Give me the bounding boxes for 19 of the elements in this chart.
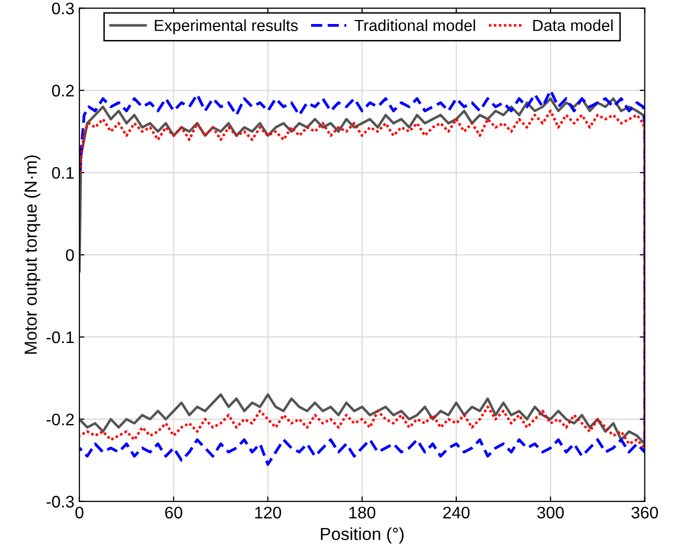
x-tick-label: 360 bbox=[631, 506, 658, 519]
y-tick-label: 0 bbox=[66, 249, 74, 261]
x-tick-label: 120 bbox=[255, 506, 282, 519]
legend-label: Traditional model bbox=[354, 19, 476, 32]
x-tick-label: 240 bbox=[443, 506, 470, 519]
x-axis-title: Position (°) bbox=[320, 527, 404, 544]
x-tick-label: 60 bbox=[165, 506, 182, 519]
y-tick-label: 0.2 bbox=[52, 84, 74, 97]
y-tick-label: 0.1 bbox=[52, 166, 74, 179]
x-tick-label: 180 bbox=[349, 506, 376, 519]
y-tick-label: -0.2 bbox=[46, 414, 74, 426]
y-tick-label: 0.3 bbox=[52, 2, 74, 14]
y-tick-label: -0.1 bbox=[46, 331, 74, 344]
legend-label: Experimental results bbox=[154, 19, 298, 34]
legend-label: Data model bbox=[533, 19, 613, 32]
x-tick-label: 300 bbox=[537, 506, 564, 519]
x-tick-label: 0 bbox=[75, 506, 84, 519]
y-tick-label: -0.3 bbox=[46, 496, 74, 508]
y-axis-title: Motor output torque (N·m) bbox=[24, 156, 40, 354]
